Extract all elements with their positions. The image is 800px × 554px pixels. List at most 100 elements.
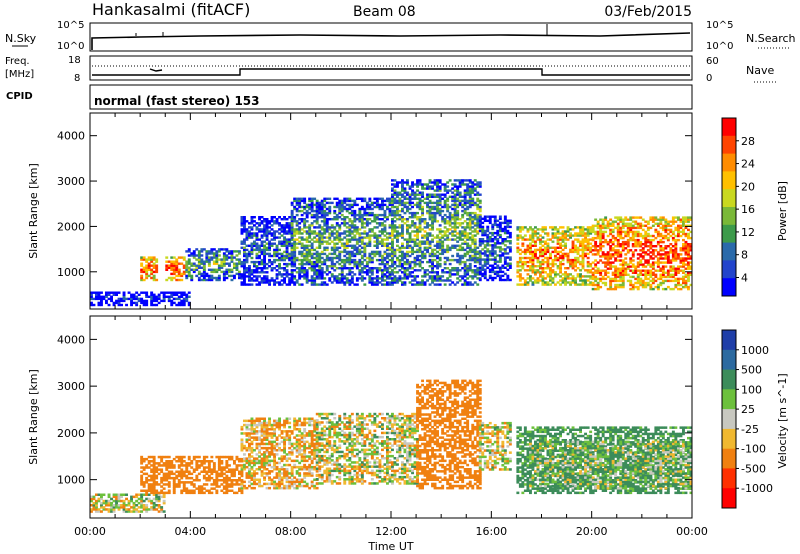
power-cell <box>353 213 357 217</box>
power-cell <box>609 255 613 258</box>
power-cell <box>411 193 414 196</box>
power-cell <box>258 230 261 233</box>
power-cell <box>243 222 246 225</box>
power-cell <box>468 265 472 268</box>
power-cell <box>305 205 309 209</box>
power-cell <box>348 199 352 203</box>
velocity-cell <box>140 510 144 513</box>
power-cell <box>649 234 653 238</box>
power-cell <box>531 265 535 268</box>
power-cell <box>431 252 434 256</box>
power-cell <box>491 227 495 231</box>
power-cell <box>481 248 485 251</box>
power-cell <box>478 242 482 245</box>
power-cell <box>393 262 397 266</box>
power-cell <box>368 230 372 233</box>
power-cell <box>330 201 334 205</box>
power-cell <box>270 244 274 247</box>
power-cell <box>639 283 643 287</box>
power-cell <box>165 291 169 294</box>
power-cell <box>629 281 633 285</box>
power-cell <box>574 232 577 235</box>
power-cell <box>609 245 613 248</box>
power-cell <box>411 213 414 217</box>
velocity-cell <box>95 501 98 505</box>
power-cell <box>446 220 450 223</box>
power-cell <box>436 183 439 186</box>
power-cell <box>574 279 577 282</box>
power-cell <box>636 224 640 227</box>
velocity-cell <box>157 495 161 499</box>
power-cell <box>300 238 304 241</box>
power-cell <box>644 281 648 285</box>
power-cell <box>591 245 595 248</box>
velocity-cell <box>122 506 126 509</box>
power-cell <box>408 240 412 243</box>
power-cell <box>436 236 439 239</box>
power-cell <box>616 253 620 256</box>
power-cell <box>215 252 219 255</box>
power-cell <box>631 220 635 223</box>
power-cell <box>328 197 332 200</box>
power-cell <box>508 231 512 235</box>
power-cell <box>348 240 352 243</box>
power-cell <box>418 242 422 245</box>
power-cell <box>614 238 618 242</box>
power-cell <box>539 242 542 245</box>
power-cell <box>606 271 610 274</box>
power-cell <box>416 205 419 209</box>
power-cell <box>140 276 144 280</box>
power-cell <box>549 269 552 272</box>
power-cell <box>310 222 314 225</box>
power-cell <box>416 248 419 252</box>
power-cell <box>365 234 369 237</box>
power-cell <box>468 250 472 254</box>
power-cell <box>423 187 427 190</box>
power-cell <box>521 244 525 247</box>
power-cell <box>243 220 246 223</box>
power-cell <box>235 264 239 267</box>
power-cell <box>493 276 497 280</box>
power-cell <box>523 281 527 284</box>
power-cell <box>333 218 337 221</box>
power-cell <box>659 240 663 244</box>
power-cell <box>408 232 412 235</box>
power-cell <box>250 244 254 247</box>
power-cell <box>641 224 645 227</box>
power-cell <box>205 272 209 276</box>
power-cell <box>386 254 389 258</box>
power-cell <box>463 228 467 231</box>
power-cell <box>621 236 625 240</box>
power-cell <box>355 228 359 231</box>
power-cell <box>220 260 224 263</box>
power-cell <box>438 258 442 262</box>
power-cell <box>320 216 324 219</box>
power-cell <box>518 234 522 237</box>
power-cell <box>421 199 424 203</box>
power-cell <box>421 283 424 286</box>
power-cell <box>300 220 304 223</box>
power-cell <box>473 224 477 227</box>
power-cell <box>468 203 472 207</box>
power-cell <box>463 211 467 215</box>
power-cell <box>471 201 475 205</box>
power-cell <box>661 228 665 232</box>
power-cell <box>230 270 234 274</box>
power-cell <box>486 219 490 222</box>
power-cell <box>639 263 643 266</box>
power-cell <box>290 218 294 221</box>
power-cell <box>536 281 540 284</box>
power-cell <box>609 265 613 268</box>
power-cell <box>664 287 668 291</box>
power-cell <box>325 236 329 239</box>
power-cell <box>408 234 412 237</box>
power-cell <box>478 256 482 260</box>
power-cell <box>661 279 665 283</box>
power-cell <box>677 216 680 219</box>
power-cell <box>290 265 294 268</box>
power-cell <box>283 230 286 233</box>
power-cell <box>541 279 545 282</box>
power-cell <box>641 281 645 285</box>
power-cell <box>175 297 179 301</box>
power-cell <box>634 216 638 219</box>
